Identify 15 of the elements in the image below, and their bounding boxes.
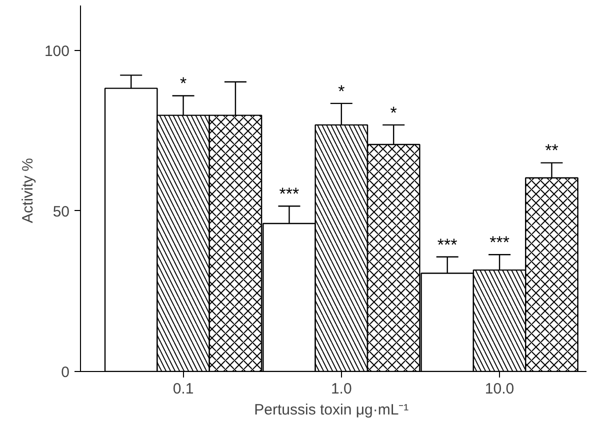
y-tick-label: 50	[52, 203, 70, 220]
data-label: ***	[490, 233, 510, 252]
y-tick-label: 100	[44, 42, 70, 60]
data-label: **	[545, 141, 559, 160]
data-label: *	[180, 74, 187, 94]
data-label: *	[390, 103, 398, 122]
x-tick-label: 0.1	[172, 380, 194, 398]
y-tick-label: 0	[61, 364, 70, 381]
y-axis-title: Activity %	[19, 158, 36, 224]
data-label: ***	[437, 235, 458, 254]
x-tick-label: 10.0	[484, 380, 514, 398]
data-label: ***	[279, 184, 300, 204]
x-tick-label: 1.0	[330, 380, 352, 398]
data-label: *	[338, 82, 346, 101]
x-axis-title: Pertussis toxin μg·mL⁻¹	[254, 402, 409, 418]
